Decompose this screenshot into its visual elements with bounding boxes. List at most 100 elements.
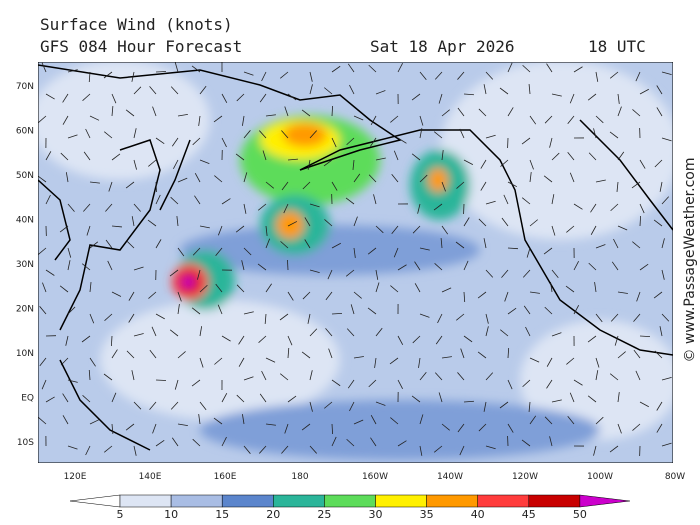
barb bbox=[111, 106, 114, 117]
barb bbox=[176, 216, 179, 227]
barb bbox=[595, 115, 604, 124]
barb bbox=[345, 269, 355, 277]
barb bbox=[529, 172, 532, 183]
barb bbox=[569, 93, 575, 104]
barb bbox=[353, 419, 364, 425]
barb bbox=[609, 373, 619, 381]
barb bbox=[593, 445, 597, 456]
barb bbox=[89, 419, 100, 425]
barb bbox=[350, 304, 355, 315]
barb bbox=[368, 64, 377, 73]
barb bbox=[323, 159, 333, 167]
barb bbox=[616, 181, 619, 192]
barb bbox=[459, 128, 465, 139]
barb bbox=[177, 423, 188, 426]
barb bbox=[283, 203, 289, 214]
barb bbox=[309, 445, 317, 454]
barb bbox=[631, 181, 641, 189]
barb bbox=[566, 357, 575, 365]
barb bbox=[478, 108, 487, 117]
colorbar-cell bbox=[170, 494, 223, 508]
barb bbox=[41, 379, 47, 390]
barb bbox=[243, 130, 251, 139]
barb bbox=[281, 445, 289, 454]
barb bbox=[38, 417, 47, 425]
lat-label: 20N bbox=[16, 305, 34, 315]
barb bbox=[199, 225, 210, 229]
title: Surface Wind (knots) bbox=[40, 15, 233, 34]
coastlines bbox=[38, 64, 673, 451]
barb bbox=[441, 423, 450, 431]
barb bbox=[328, 348, 333, 359]
barb bbox=[238, 357, 245, 367]
colorbar-label: 10 bbox=[164, 508, 178, 521]
lon-label: 180 bbox=[291, 472, 308, 482]
barb bbox=[438, 392, 443, 403]
lon-label: 80W bbox=[665, 472, 685, 482]
barb bbox=[526, 247, 531, 258]
barb bbox=[149, 86, 157, 95]
barb bbox=[485, 326, 489, 337]
barb bbox=[639, 335, 651, 338]
barb bbox=[67, 260, 71, 271]
barb bbox=[485, 200, 496, 205]
barb bbox=[103, 373, 113, 381]
barb bbox=[441, 225, 449, 235]
barb bbox=[569, 172, 575, 183]
barb bbox=[507, 107, 514, 117]
barb bbox=[522, 269, 531, 278]
barb bbox=[590, 203, 597, 213]
barb bbox=[375, 401, 386, 406]
barb bbox=[521, 197, 531, 205]
barb bbox=[480, 181, 487, 191]
barb bbox=[523, 305, 531, 315]
barb bbox=[457, 71, 465, 80]
barb bbox=[89, 181, 100, 184]
barb bbox=[111, 93, 117, 104]
barb bbox=[391, 225, 399, 235]
barb bbox=[441, 150, 444, 161]
barb bbox=[39, 306, 47, 315]
barb bbox=[551, 93, 562, 97]
barb bbox=[551, 332, 562, 337]
barb bbox=[566, 225, 575, 233]
barb bbox=[261, 370, 267, 381]
barb bbox=[587, 335, 597, 343]
barb bbox=[636, 291, 641, 302]
barb bbox=[485, 134, 496, 139]
barb bbox=[131, 71, 135, 82]
colorbar-cell bbox=[273, 494, 325, 508]
lat-label: 10N bbox=[16, 349, 34, 359]
barb bbox=[81, 335, 91, 343]
barb bbox=[567, 415, 575, 425]
barb bbox=[370, 115, 377, 125]
barb bbox=[391, 174, 399, 183]
barb bbox=[236, 284, 245, 293]
barb bbox=[214, 357, 223, 365]
barb bbox=[259, 130, 267, 139]
barb bbox=[83, 203, 91, 212]
lat-label: 40N bbox=[16, 216, 34, 226]
barb bbox=[397, 62, 403, 73]
barb bbox=[656, 423, 663, 433]
barb bbox=[259, 445, 267, 454]
barb bbox=[236, 93, 245, 102]
barb bbox=[370, 137, 377, 147]
barb bbox=[661, 269, 665, 280]
barb bbox=[478, 423, 487, 432]
barb bbox=[499, 401, 509, 409]
barb bbox=[174, 62, 179, 73]
barb bbox=[217, 304, 223, 315]
barb bbox=[528, 401, 531, 412]
barb bbox=[507, 379, 513, 390]
barb bbox=[483, 401, 487, 412]
barb bbox=[434, 372, 443, 381]
barb bbox=[434, 71, 443, 80]
lat-label: 50N bbox=[16, 171, 34, 181]
barb bbox=[199, 401, 207, 411]
barb bbox=[169, 329, 179, 337]
barb bbox=[438, 93, 443, 104]
lon-label: 120E bbox=[64, 472, 87, 482]
barb bbox=[243, 311, 254, 315]
lon-label: 160W bbox=[362, 472, 388, 482]
